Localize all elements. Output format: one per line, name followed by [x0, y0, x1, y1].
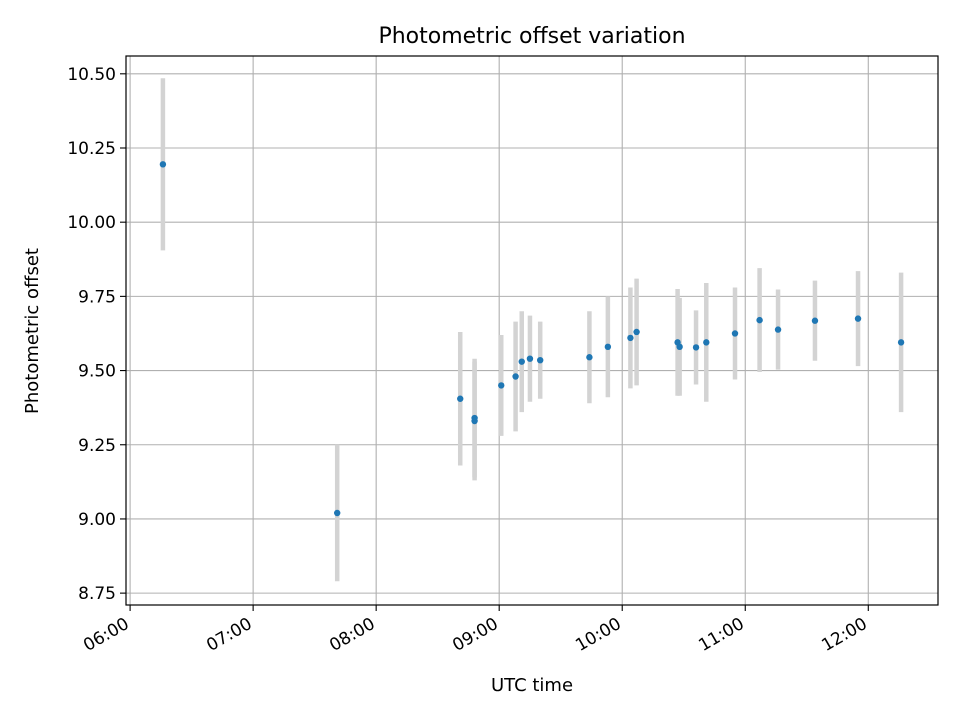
- data-point: [627, 334, 634, 342]
- data-point: [692, 344, 700, 351]
- data-point: [811, 317, 819, 324]
- data-point: [159, 161, 167, 168]
- data-points: [159, 161, 905, 517]
- x-tick-label: 06:00: [80, 614, 132, 656]
- data-point: [526, 355, 534, 362]
- data-point: [897, 339, 905, 346]
- data-point: [471, 417, 478, 425]
- x-tick-label: 09:00: [449, 614, 501, 656]
- y-axis: 8.75 9.00 9.25 9.50 9.75 10.00 10.25 10.50: [67, 65, 126, 604]
- data-point: [512, 373, 519, 380]
- x-axis-label: UTC time: [491, 675, 573, 696]
- x-tick-label: 12:00: [818, 614, 870, 656]
- y-tick-label: 9.75: [78, 287, 116, 307]
- x-tick-label: 11:00: [695, 614, 747, 656]
- data-point: [537, 356, 544, 364]
- data-point: [676, 343, 683, 351]
- x-axis: 06:00 07:00 08:00 09:00 10:00 11:00 12:00: [80, 605, 871, 656]
- data-point: [604, 343, 612, 351]
- grid: [126, 56, 938, 605]
- x-tick-label: 10:00: [572, 614, 624, 656]
- data-point: [498, 382, 505, 389]
- y-tick-label: 10.50: [67, 65, 116, 85]
- x-tick-label: 07:00: [203, 614, 255, 656]
- data-point: [854, 315, 862, 322]
- data-point: [586, 354, 593, 361]
- y-axis-label: Photometric offset: [22, 248, 43, 414]
- y-tick-label: 9.50: [78, 362, 116, 382]
- y-tick-label: 10.25: [67, 139, 116, 159]
- data-point: [756, 316, 763, 324]
- y-tick-label: 9.25: [78, 436, 116, 456]
- plot-frame: [125, 55, 939, 606]
- x-tick-label: 08:00: [326, 614, 378, 656]
- data-point: [774, 326, 782, 333]
- data-point: [633, 328, 640, 336]
- error-bars: [160, 78, 904, 582]
- chart-title: Photometric offset variation: [378, 24, 685, 49]
- data-point: [457, 395, 464, 402]
- y-tick-label: 8.75: [78, 584, 116, 604]
- y-tick-label: 9.00: [78, 510, 116, 530]
- y-tick-label: 10.00: [67, 213, 116, 233]
- data-point: [334, 509, 341, 517]
- data-point: [731, 330, 739, 337]
- data-point: [518, 358, 525, 365]
- data-point: [703, 339, 710, 346]
